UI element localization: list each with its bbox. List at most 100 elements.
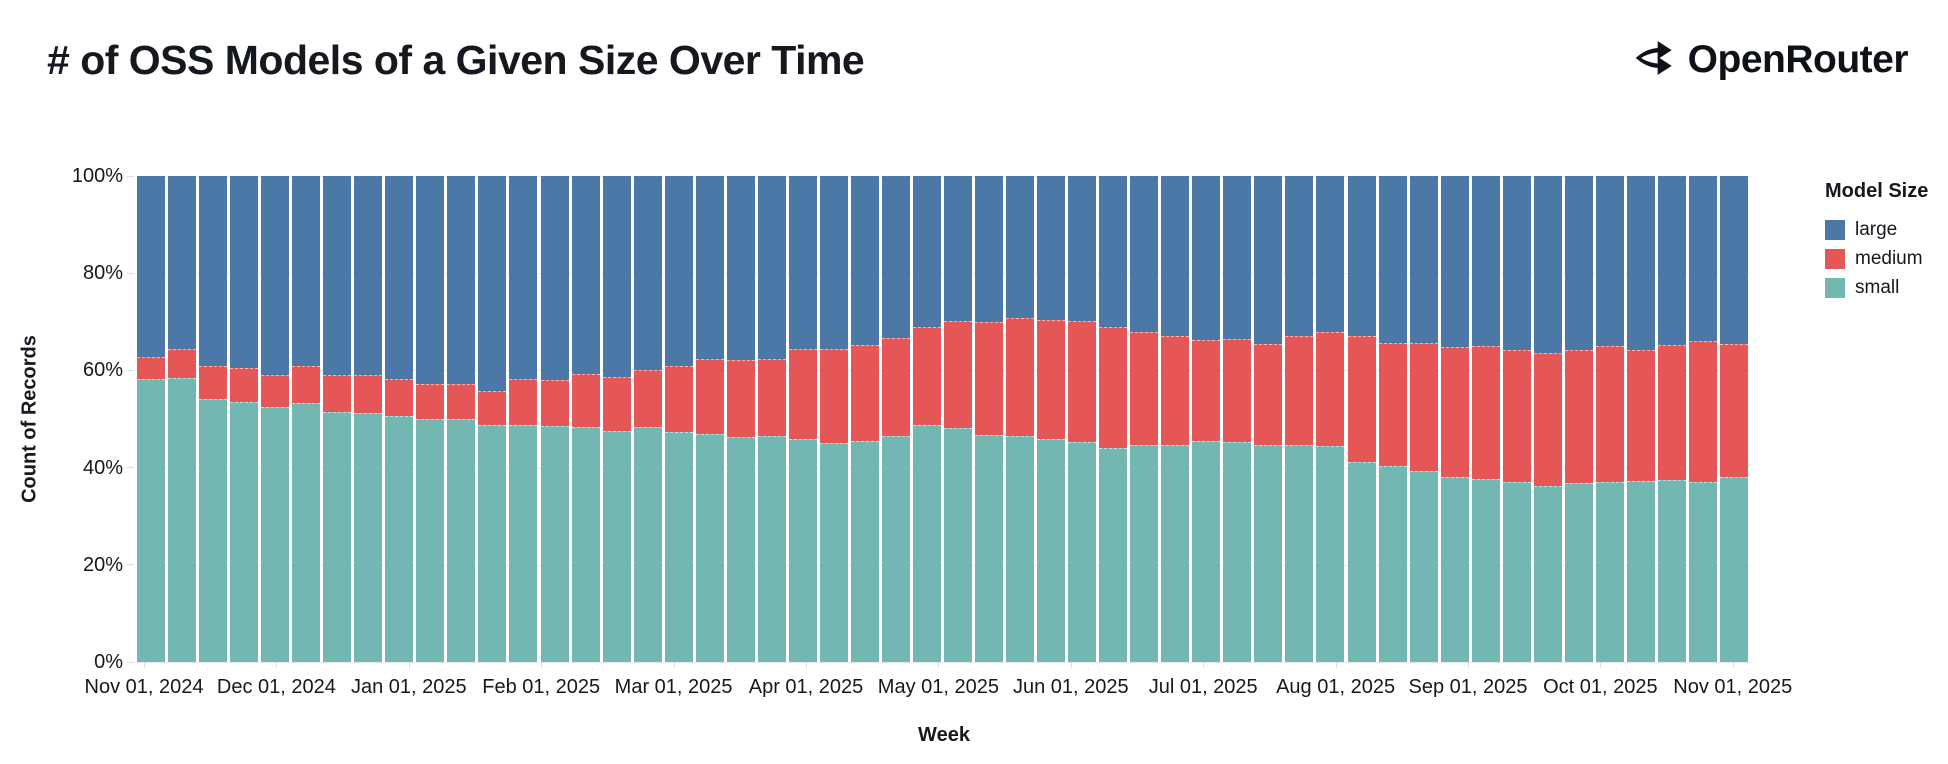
small-segment [478, 424, 507, 662]
x-tick-mark [1600, 662, 1602, 668]
stacked-bar-week-2025-10-17 [1688, 176, 1717, 662]
stacked-bar-week-2025-06-06 [1099, 176, 1128, 662]
small-segment [1378, 466, 1407, 662]
brand-lockup: OpenRouter [1632, 37, 1909, 84]
x-tick-label: Nov 01, 2024 [84, 676, 204, 698]
stacked-bar-week-2025-05-09 [975, 176, 1004, 662]
x-tick-mark [408, 662, 410, 668]
medium-segment [292, 365, 321, 404]
medium-segment [975, 321, 1004, 436]
stacked-bar-week-2025-09-12 [1533, 176, 1562, 662]
brand-name: OpenRouter [1687, 38, 1909, 81]
x-tick-label: Jul 01, 2025 [1148, 676, 1258, 698]
stacked-bar-week-2025-08-08 [1378, 176, 1407, 662]
x-tick-mark [806, 662, 807, 668]
medium-segment [385, 378, 414, 416]
large-segment [944, 176, 973, 322]
legend-item-medium: medium [1825, 244, 1928, 273]
medium-segment [571, 374, 600, 427]
large-segment [292, 176, 321, 366]
medium-segment [1409, 343, 1438, 472]
stacked-bar-week-2025-01-24 [509, 176, 538, 662]
legend-swatch-small [1825, 277, 1845, 298]
small-segment [323, 412, 352, 662]
small-segment [292, 403, 321, 662]
medium-segment [199, 365, 228, 400]
medium-segment [354, 374, 383, 414]
small-segment [1347, 462, 1376, 662]
medium-segment [788, 349, 817, 440]
large-segment [1223, 176, 1252, 339]
large-segment [540, 176, 569, 381]
legend-label: medium [1855, 247, 1923, 269]
stacked-bar-week-2025-04-11 [850, 176, 879, 662]
large-segment [1161, 176, 1190, 336]
medium-segment [944, 321, 973, 428]
large-segment [1626, 176, 1655, 350]
x-tick-mark [1732, 662, 1734, 668]
small-segment [385, 415, 414, 662]
medium-segment [261, 374, 290, 407]
small-segment [975, 435, 1004, 662]
large-segment [850, 176, 879, 346]
large-segment [478, 176, 507, 392]
large-segment [788, 176, 817, 350]
medium-segment [168, 348, 197, 378]
legend-label: large [1855, 218, 1898, 240]
stacked-bar-week-2025-01-17 [478, 176, 507, 662]
y-tick-label: 40% [82, 456, 123, 479]
medium-segment [1595, 346, 1624, 482]
small-segment [1099, 447, 1128, 662]
large-segment [881, 176, 910, 339]
x-tick-label: Aug 01, 2025 [1276, 676, 1396, 698]
legend: Model Size large medium small [1825, 180, 1928, 302]
small-segment [1688, 482, 1717, 662]
medium-segment [1626, 349, 1655, 482]
medium-segment [1068, 320, 1097, 442]
small-segment [1595, 481, 1624, 662]
small-segment [354, 413, 383, 662]
stacked-bar-week-2025-05-16 [1006, 176, 1035, 662]
stacked-bar-week-2025-03-21 [757, 176, 786, 662]
stacked-bar-week-2025-09-05 [1502, 176, 1531, 662]
stacked-bar-week-2025-02-28 [664, 176, 693, 662]
large-segment [975, 176, 1004, 322]
legend-item-large: large [1825, 215, 1928, 244]
large-segment [385, 176, 414, 379]
x-tick-mark [938, 662, 940, 668]
stacked-bar-week-2025-06-27 [1192, 176, 1221, 662]
medium-segment [695, 359, 724, 435]
medium-segment [850, 345, 879, 442]
medium-segment [757, 359, 786, 436]
x-tick-label: Dec 01, 2024 [216, 676, 336, 698]
medium-segment [478, 391, 507, 425]
legend-items: large medium small [1825, 215, 1928, 302]
small-segment [1564, 482, 1593, 662]
large-segment [695, 176, 724, 360]
large-segment [602, 176, 631, 377]
medium-segment [1533, 352, 1562, 486]
medium-segment [509, 378, 538, 425]
medium-segment [1192, 340, 1221, 442]
large-segment [1316, 176, 1345, 332]
large-segment [664, 176, 693, 367]
large-segment [1688, 176, 1717, 341]
gridline-horizontal [137, 662, 1751, 663]
y-tick-label: 60% [82, 359, 123, 382]
medium-segment [1440, 346, 1469, 478]
small-segment [261, 406, 290, 662]
stacked-bar-week-2024-11-22 [230, 176, 259, 662]
x-tick-mark [541, 662, 543, 668]
medium-segment [1099, 327, 1128, 448]
medium-segment [1037, 319, 1066, 440]
stacked-bar-week-2025-06-13 [1130, 176, 1159, 662]
small-segment [1626, 481, 1655, 662]
large-segment [1006, 176, 1035, 318]
x-tick-label: Jun 01, 2025 [1012, 676, 1129, 698]
stacked-bar-week-2025-03-14 [726, 176, 755, 662]
small-segment [944, 427, 973, 662]
x-tick-label: Mar 01, 2025 [614, 676, 733, 698]
large-segment [1564, 176, 1593, 351]
small-segment [1502, 481, 1531, 662]
